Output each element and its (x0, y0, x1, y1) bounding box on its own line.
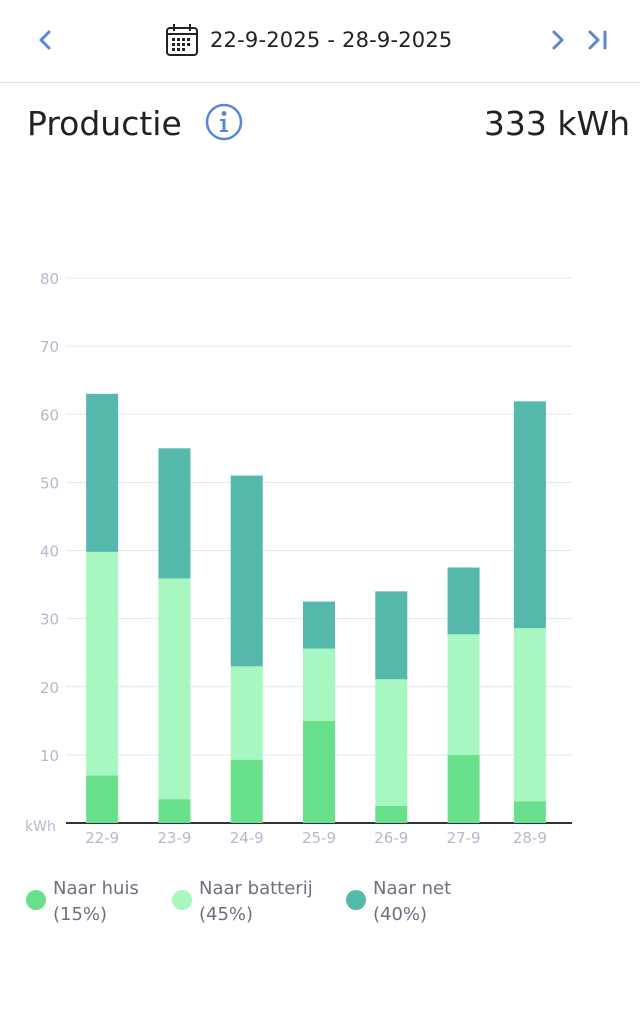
bar-segment-naar-huis[interactable] (303, 720, 335, 823)
x-tick-label: 23-9 (157, 829, 191, 847)
bar-segment-naar-batterij[interactable] (375, 679, 408, 806)
production-bar-chart: 10 20 30 40 50 60 70 80 kWh 22-9 23-9 24-9 25-9 26-9 2… (25, 270, 572, 847)
info-button[interactable] (204, 102, 244, 142)
previous-week-button[interactable] (27, 22, 63, 58)
y-tick-label: 60 (40, 406, 59, 424)
legend-label: Naar net (373, 878, 452, 899)
bar-segment-naar-net[interactable] (303, 601, 335, 649)
y-tick-label: 70 (40, 338, 59, 356)
calendar-icon (166, 24, 198, 56)
chevron-left-icon (39, 30, 51, 50)
legend-dot (26, 890, 46, 910)
x-tick-label: 27-9 (447, 829, 481, 847)
bar-segment-naar-net[interactable] (86, 393, 119, 552)
bar-segment-naar-net[interactable] (375, 591, 408, 680)
bar-segment-naar-net[interactable] (513, 401, 546, 629)
bar-segment-naar-batterij[interactable] (513, 628, 546, 802)
chart-legend: Naar huis (15%) Naar batterij (45%) Naar… (26, 876, 626, 936)
legend-percentage: (45%) (199, 904, 254, 925)
next-week-button[interactable] (540, 22, 576, 58)
bar-segment-naar-huis[interactable] (158, 799, 191, 823)
legend-label: Naar batterij (199, 878, 313, 899)
legend-dot (346, 890, 366, 910)
bar-segment-naar-huis[interactable] (447, 754, 480, 823)
top-bar: 22-9-2025 - 28-9-2025 (0, 0, 640, 83)
bar-segment-naar-huis[interactable] (230, 759, 263, 823)
bar-segment-naar-huis[interactable] (86, 775, 119, 823)
bar-segment-naar-huis[interactable] (513, 801, 546, 823)
legend-dot (172, 890, 192, 910)
bar-segment-naar-batterij[interactable] (158, 578, 191, 800)
date-range-picker[interactable]: 22-9-2025 - 28-9-2025 (164, 20, 453, 60)
grid-lines (66, 277, 572, 824)
y-axis-unit-label: kWh (25, 819, 56, 835)
bar-segment-naar-batterij[interactable] (303, 648, 335, 721)
production-header: Productie 333 kWh (0, 96, 640, 152)
y-tick-label: 20 (40, 679, 59, 697)
y-tick-label: 30 (40, 611, 59, 629)
bar-segment-naar-batterij[interactable] (86, 551, 119, 776)
date-range-label: 22-9-2025 - 28-9-2025 (210, 28, 453, 52)
bars (86, 393, 546, 823)
y-tick-label: 10 (40, 747, 59, 765)
chevron-right-icon (552, 30, 564, 50)
info-icon (205, 103, 243, 141)
bar-segment-naar-batterij[interactable] (230, 666, 263, 760)
bar-segment-naar-net[interactable] (447, 567, 480, 635)
axis-labels: 10 20 30 40 50 60 70 80 kWh 22-9 23-9 24-9 25-9 26-9 2… (25, 270, 547, 847)
x-tick-label: 28-9 (513, 829, 547, 847)
page-title: Productie (27, 104, 182, 143)
skip-to-end-icon (588, 30, 607, 50)
x-tick-label: 22-9 (85, 829, 119, 847)
y-tick-label: 50 (40, 474, 59, 492)
legend-percentage: (40%) (373, 904, 428, 925)
total-production: 333 kWh (483, 104, 630, 143)
bar-segment-naar-huis[interactable] (375, 805, 408, 823)
skip-to-current-week-button[interactable] (580, 22, 616, 58)
legend-percentage: (15%) (53, 904, 108, 925)
x-tick-label: 25-9 (302, 829, 336, 847)
bar-segment-naar-net[interactable] (158, 448, 191, 579)
legend-label: Naar huis (53, 878, 139, 899)
x-tick-label: 24-9 (230, 829, 264, 847)
x-tick-label: 26-9 (374, 829, 408, 847)
y-tick-label: 80 (40, 270, 59, 288)
bar-segment-naar-batterij[interactable] (447, 634, 480, 755)
bar-segment-naar-net[interactable] (230, 475, 263, 667)
y-tick-label: 40 (40, 543, 59, 561)
